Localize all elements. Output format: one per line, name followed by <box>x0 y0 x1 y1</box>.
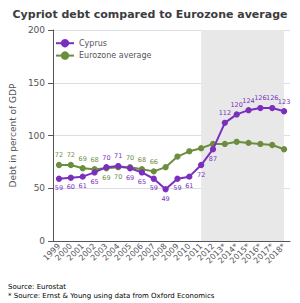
svg-text:2017*: 2017* <box>251 241 276 266</box>
svg-text:100: 100 <box>28 131 45 141</box>
svg-text:2011: 2011 <box>183 241 205 263</box>
svg-text:200: 200 <box>28 25 45 35</box>
svg-text:112: 112 <box>219 109 231 117</box>
svg-text:124: 124 <box>242 97 254 105</box>
svg-text:59: 59 <box>173 184 181 192</box>
svg-text:Debt in percent of GDP: Debt in percent of GDP <box>8 83 18 187</box>
svg-text:2009: 2009 <box>159 241 181 263</box>
svg-text:120: 120 <box>230 101 242 109</box>
svg-text:2013*: 2013* <box>204 241 228 266</box>
svg-text:Source: Eurostat: Source: Eurostat <box>8 283 66 291</box>
svg-text:71: 71 <box>114 152 122 160</box>
svg-text:68: 68 <box>138 156 146 164</box>
svg-text:60: 60 <box>67 183 75 191</box>
svg-text:2010: 2010 <box>171 241 193 263</box>
svg-text:123: 123 <box>278 98 290 106</box>
svg-text:50: 50 <box>34 183 46 193</box>
svg-text:2012: 2012 <box>195 241 217 263</box>
svg-text:126: 126 <box>266 94 278 102</box>
svg-text:69: 69 <box>79 155 87 163</box>
svg-text:87: 87 <box>209 155 217 163</box>
svg-text:126: 126 <box>254 94 266 102</box>
svg-text:150: 150 <box>28 78 45 88</box>
svg-text:2015*: 2015* <box>228 241 252 266</box>
svg-text:2006: 2006 <box>124 241 146 263</box>
svg-text:2016*: 2016* <box>240 241 264 266</box>
svg-text:72: 72 <box>55 151 63 159</box>
svg-text:2014*: 2014* <box>216 241 240 266</box>
svg-text:2001: 2001 <box>65 241 86 263</box>
svg-text:65: 65 <box>138 178 146 186</box>
svg-text:69: 69 <box>102 174 110 182</box>
svg-text:* Source: Ernst & Young using: * Source: Ernst & Young using data from … <box>8 292 215 300</box>
svg-text:65: 65 <box>90 178 98 186</box>
svg-text:69: 69 <box>126 174 134 182</box>
svg-text:2005: 2005 <box>112 241 134 263</box>
svg-text:49: 49 <box>161 195 169 203</box>
svg-text:2002: 2002 <box>77 241 98 263</box>
svg-text:68: 68 <box>90 156 98 164</box>
svg-text:2008: 2008 <box>148 241 169 263</box>
svg-text:70: 70 <box>102 154 110 162</box>
svg-text:Eurozone average: Eurozone average <box>79 51 152 60</box>
svg-text:72: 72 <box>67 151 75 159</box>
svg-text:61: 61 <box>79 182 87 190</box>
svg-text:Cyprus: Cyprus <box>79 39 107 48</box>
svg-text:0: 0 <box>39 236 45 246</box>
svg-text:1999: 1999 <box>41 241 63 263</box>
svg-text:2007: 2007 <box>136 241 157 263</box>
svg-text:70: 70 <box>114 173 122 181</box>
svg-text:2000: 2000 <box>53 241 74 263</box>
svg-text:70: 70 <box>126 154 134 162</box>
svg-text:59: 59 <box>55 184 63 192</box>
svg-text:2018*: 2018* <box>264 242 288 266</box>
svg-text:2004: 2004 <box>100 241 122 263</box>
svg-text:61: 61 <box>185 182 193 190</box>
svg-text:59: 59 <box>150 184 158 192</box>
svg-text:66: 66 <box>150 158 158 166</box>
svg-text:Cypriot debt compared to Euroz: Cypriot debt compared to Eurozone averag… <box>13 8 288 21</box>
svg-text:2003: 2003 <box>88 241 110 263</box>
svg-text:72: 72 <box>197 171 205 179</box>
